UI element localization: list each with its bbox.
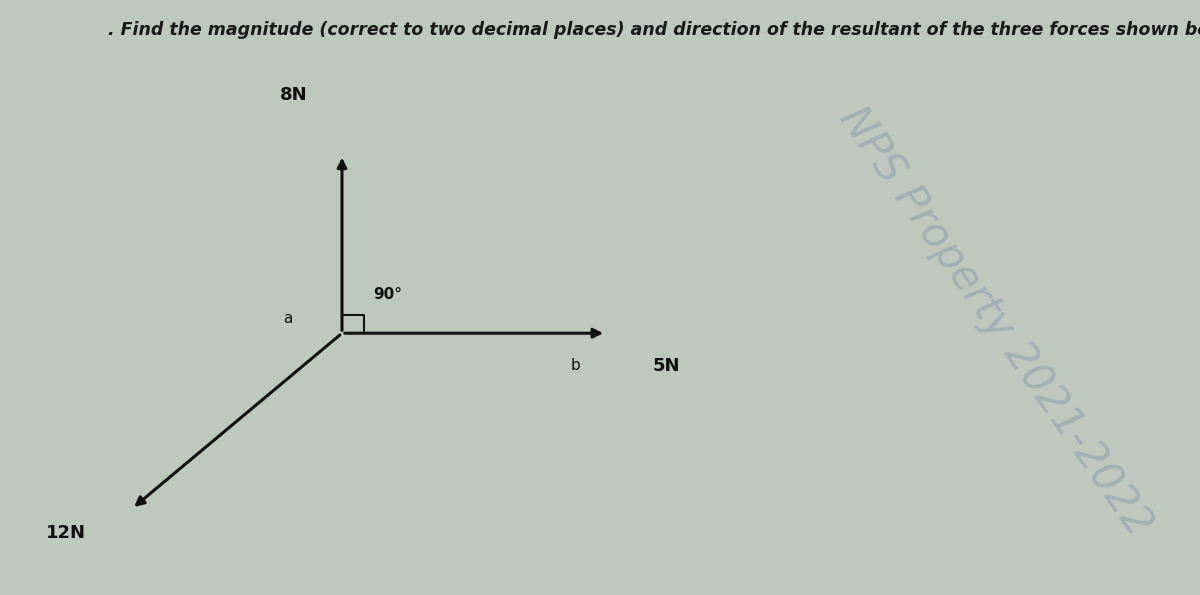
Text: 12N: 12N xyxy=(46,524,86,541)
Text: a: a xyxy=(283,311,293,326)
Text: NPS Property 2021-2022: NPS Property 2021-2022 xyxy=(832,99,1160,544)
Text: 90°: 90° xyxy=(373,287,402,302)
Text: 8N: 8N xyxy=(280,86,308,104)
Text: 5N: 5N xyxy=(653,357,679,375)
Text: b: b xyxy=(571,358,581,374)
Text: . Find the magnitude (correct to two decimal places) and direction of the result: . Find the magnitude (correct to two dec… xyxy=(108,21,1200,39)
